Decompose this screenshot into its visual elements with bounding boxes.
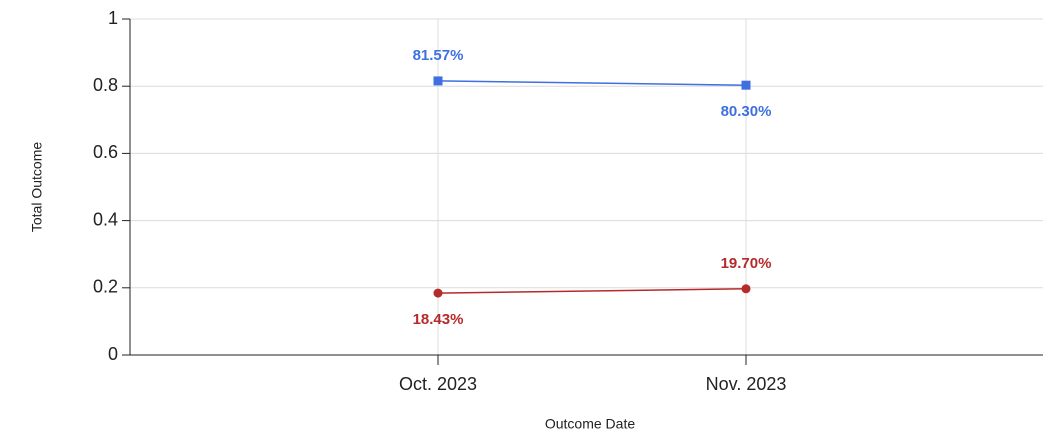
marker [433,288,443,298]
y-tick-label: 0.4 [93,209,118,229]
y-tick-label: 0.6 [93,142,118,162]
value-label: 19.70% [721,255,772,272]
series-line [437,80,747,86]
marker [741,284,751,294]
y-axis-title: Total Outcome [29,142,45,232]
value-label: 18.43% [413,311,464,328]
y-tick-label: 0.8 [93,75,118,95]
series-line [437,288,747,294]
x-axis-title: Outcome Date [545,416,635,432]
value-label: 81.57% [413,47,464,64]
x-tick-label: Oct. 2023 [399,374,477,394]
marker [433,76,443,86]
y-tick-label: 1 [108,8,118,28]
value-label: 80.30% [721,103,772,120]
y-tick-label: 0 [108,344,118,364]
y-tick-label: 0.2 [93,277,118,297]
x-tick-label: Nov. 2023 [706,374,787,394]
marker [741,80,751,90]
